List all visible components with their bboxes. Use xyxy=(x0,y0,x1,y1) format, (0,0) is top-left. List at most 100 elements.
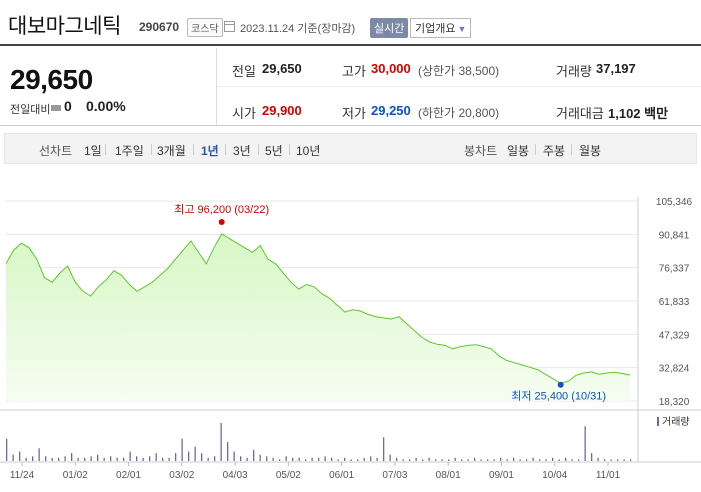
volume-bar xyxy=(201,453,203,461)
separator xyxy=(151,144,152,155)
volume-bar xyxy=(12,454,14,461)
candle-daily[interactable]: 일봉 xyxy=(507,144,530,158)
volume-bar xyxy=(318,457,320,461)
volume-bar xyxy=(500,457,502,461)
low-label: 저가 xyxy=(342,106,366,121)
max-point-marker xyxy=(218,219,225,226)
volume-bar xyxy=(487,459,489,461)
volume-bar xyxy=(253,449,255,461)
volume-bar xyxy=(71,453,73,461)
volume-bar xyxy=(519,459,521,461)
volume-bar xyxy=(370,456,372,462)
volume-bar xyxy=(305,459,307,461)
volume-bar xyxy=(116,457,118,461)
x-tick-label: 05/02 xyxy=(276,470,301,481)
y-tick-label: 47,329 xyxy=(659,330,690,341)
volume-bar xyxy=(110,456,112,462)
period-5y[interactable]: 5년 xyxy=(265,144,283,158)
volume-bar xyxy=(344,457,346,461)
volume-bar xyxy=(480,459,482,461)
volume-bar xyxy=(64,456,66,462)
volume-bar xyxy=(337,459,339,461)
volume-bar xyxy=(610,459,612,461)
price-summary: 29,650 전일대비 0 0.00% 전일 29,650 고가 30,000 … xyxy=(0,48,701,126)
period-1d[interactable]: 1일 xyxy=(84,144,102,158)
realtime-button[interactable]: 실시간 xyxy=(370,18,409,38)
volume-bar xyxy=(571,459,573,461)
volume-bar xyxy=(363,457,365,461)
volume-bar xyxy=(422,459,424,461)
volume-bar xyxy=(545,459,547,461)
volume-bar xyxy=(292,457,294,461)
company-overview-dropdown[interactable]: 기업개요 ▼ xyxy=(410,18,472,38)
volume-bar xyxy=(428,457,430,461)
y-tick-label: 61,833 xyxy=(659,297,690,308)
diff-label: 전일대비 xyxy=(10,104,51,116)
volume-bar xyxy=(240,456,242,462)
volume-bar xyxy=(6,438,8,461)
x-tick-label: 07/03 xyxy=(382,470,407,481)
candle-weekly[interactable]: 주봉 xyxy=(543,144,566,158)
y-tick-label: 105,346 xyxy=(656,197,693,208)
stock-header: 대보마그네틱 290670 코스닥 2023.11.24 기준(장마감) 실시간… xyxy=(0,0,701,46)
separator xyxy=(289,144,290,155)
y-tick-label: 32,824 xyxy=(659,364,690,375)
volume-bar xyxy=(558,459,560,461)
volume-legend: 거래량 xyxy=(662,416,690,428)
volume-bar xyxy=(396,457,398,461)
lower-limit: (하한가 20,800) xyxy=(418,106,500,120)
period-1w[interactable]: 1주일 xyxy=(115,144,144,158)
high-label: 고가 xyxy=(342,64,366,79)
volume-bar xyxy=(214,456,216,462)
volume-bar xyxy=(149,456,151,462)
volume-bar xyxy=(539,459,541,461)
candle-monthly[interactable]: 월봉 xyxy=(579,144,602,158)
y-tick-label: 76,337 xyxy=(659,264,690,275)
volume-bar xyxy=(38,448,40,461)
period-10y[interactable]: 10년 xyxy=(296,144,321,158)
volume-bar xyxy=(84,457,86,461)
volume-bar xyxy=(617,459,619,461)
volume-bar xyxy=(350,459,352,461)
unchanged-icon xyxy=(51,105,61,111)
volume-bar xyxy=(506,459,508,461)
market-badge: 코스닥 xyxy=(187,18,223,37)
separator xyxy=(571,144,572,155)
volume-bar xyxy=(435,459,437,461)
volume-bar xyxy=(51,457,53,461)
volume-bar xyxy=(175,453,177,461)
stock-code: 290670 xyxy=(139,20,180,34)
volume-bar xyxy=(207,457,209,461)
volume-bar xyxy=(45,456,47,462)
volume-bar xyxy=(324,456,326,462)
period-3y[interactable]: 3년 xyxy=(233,144,251,158)
volume-label: 거래량 xyxy=(556,64,592,79)
volume-bar xyxy=(597,457,599,461)
volume-bar xyxy=(383,437,385,462)
volume-bar xyxy=(578,459,580,461)
candle-chart-label: 봉차트 xyxy=(464,144,498,158)
volume-bar xyxy=(331,457,333,461)
stock-name: 대보마그네틱 xyxy=(8,15,121,38)
volume-bar xyxy=(584,426,586,461)
volume-bar xyxy=(630,459,632,461)
volume-bar xyxy=(565,457,567,461)
volume-bar xyxy=(259,454,261,461)
divider xyxy=(216,48,217,125)
volume-bar xyxy=(97,454,99,461)
volume-bar xyxy=(246,457,248,461)
volume-bar xyxy=(474,457,476,461)
x-tick-label: 09/01 xyxy=(489,470,514,481)
volume-bar xyxy=(272,457,274,461)
volume-bar xyxy=(19,451,21,461)
volume-bar xyxy=(129,451,131,461)
separator xyxy=(225,144,226,155)
amount-value: 1,102 백만 xyxy=(608,106,669,121)
volume-bar xyxy=(467,459,469,461)
volume-bar xyxy=(311,457,313,461)
period-3m[interactable]: 3개월 xyxy=(157,144,186,158)
period-1y[interactable]: 1년 xyxy=(201,144,219,158)
calendar-icon xyxy=(224,21,235,32)
volume-bar xyxy=(77,457,79,461)
x-tick-label: 11/01 xyxy=(596,470,621,481)
